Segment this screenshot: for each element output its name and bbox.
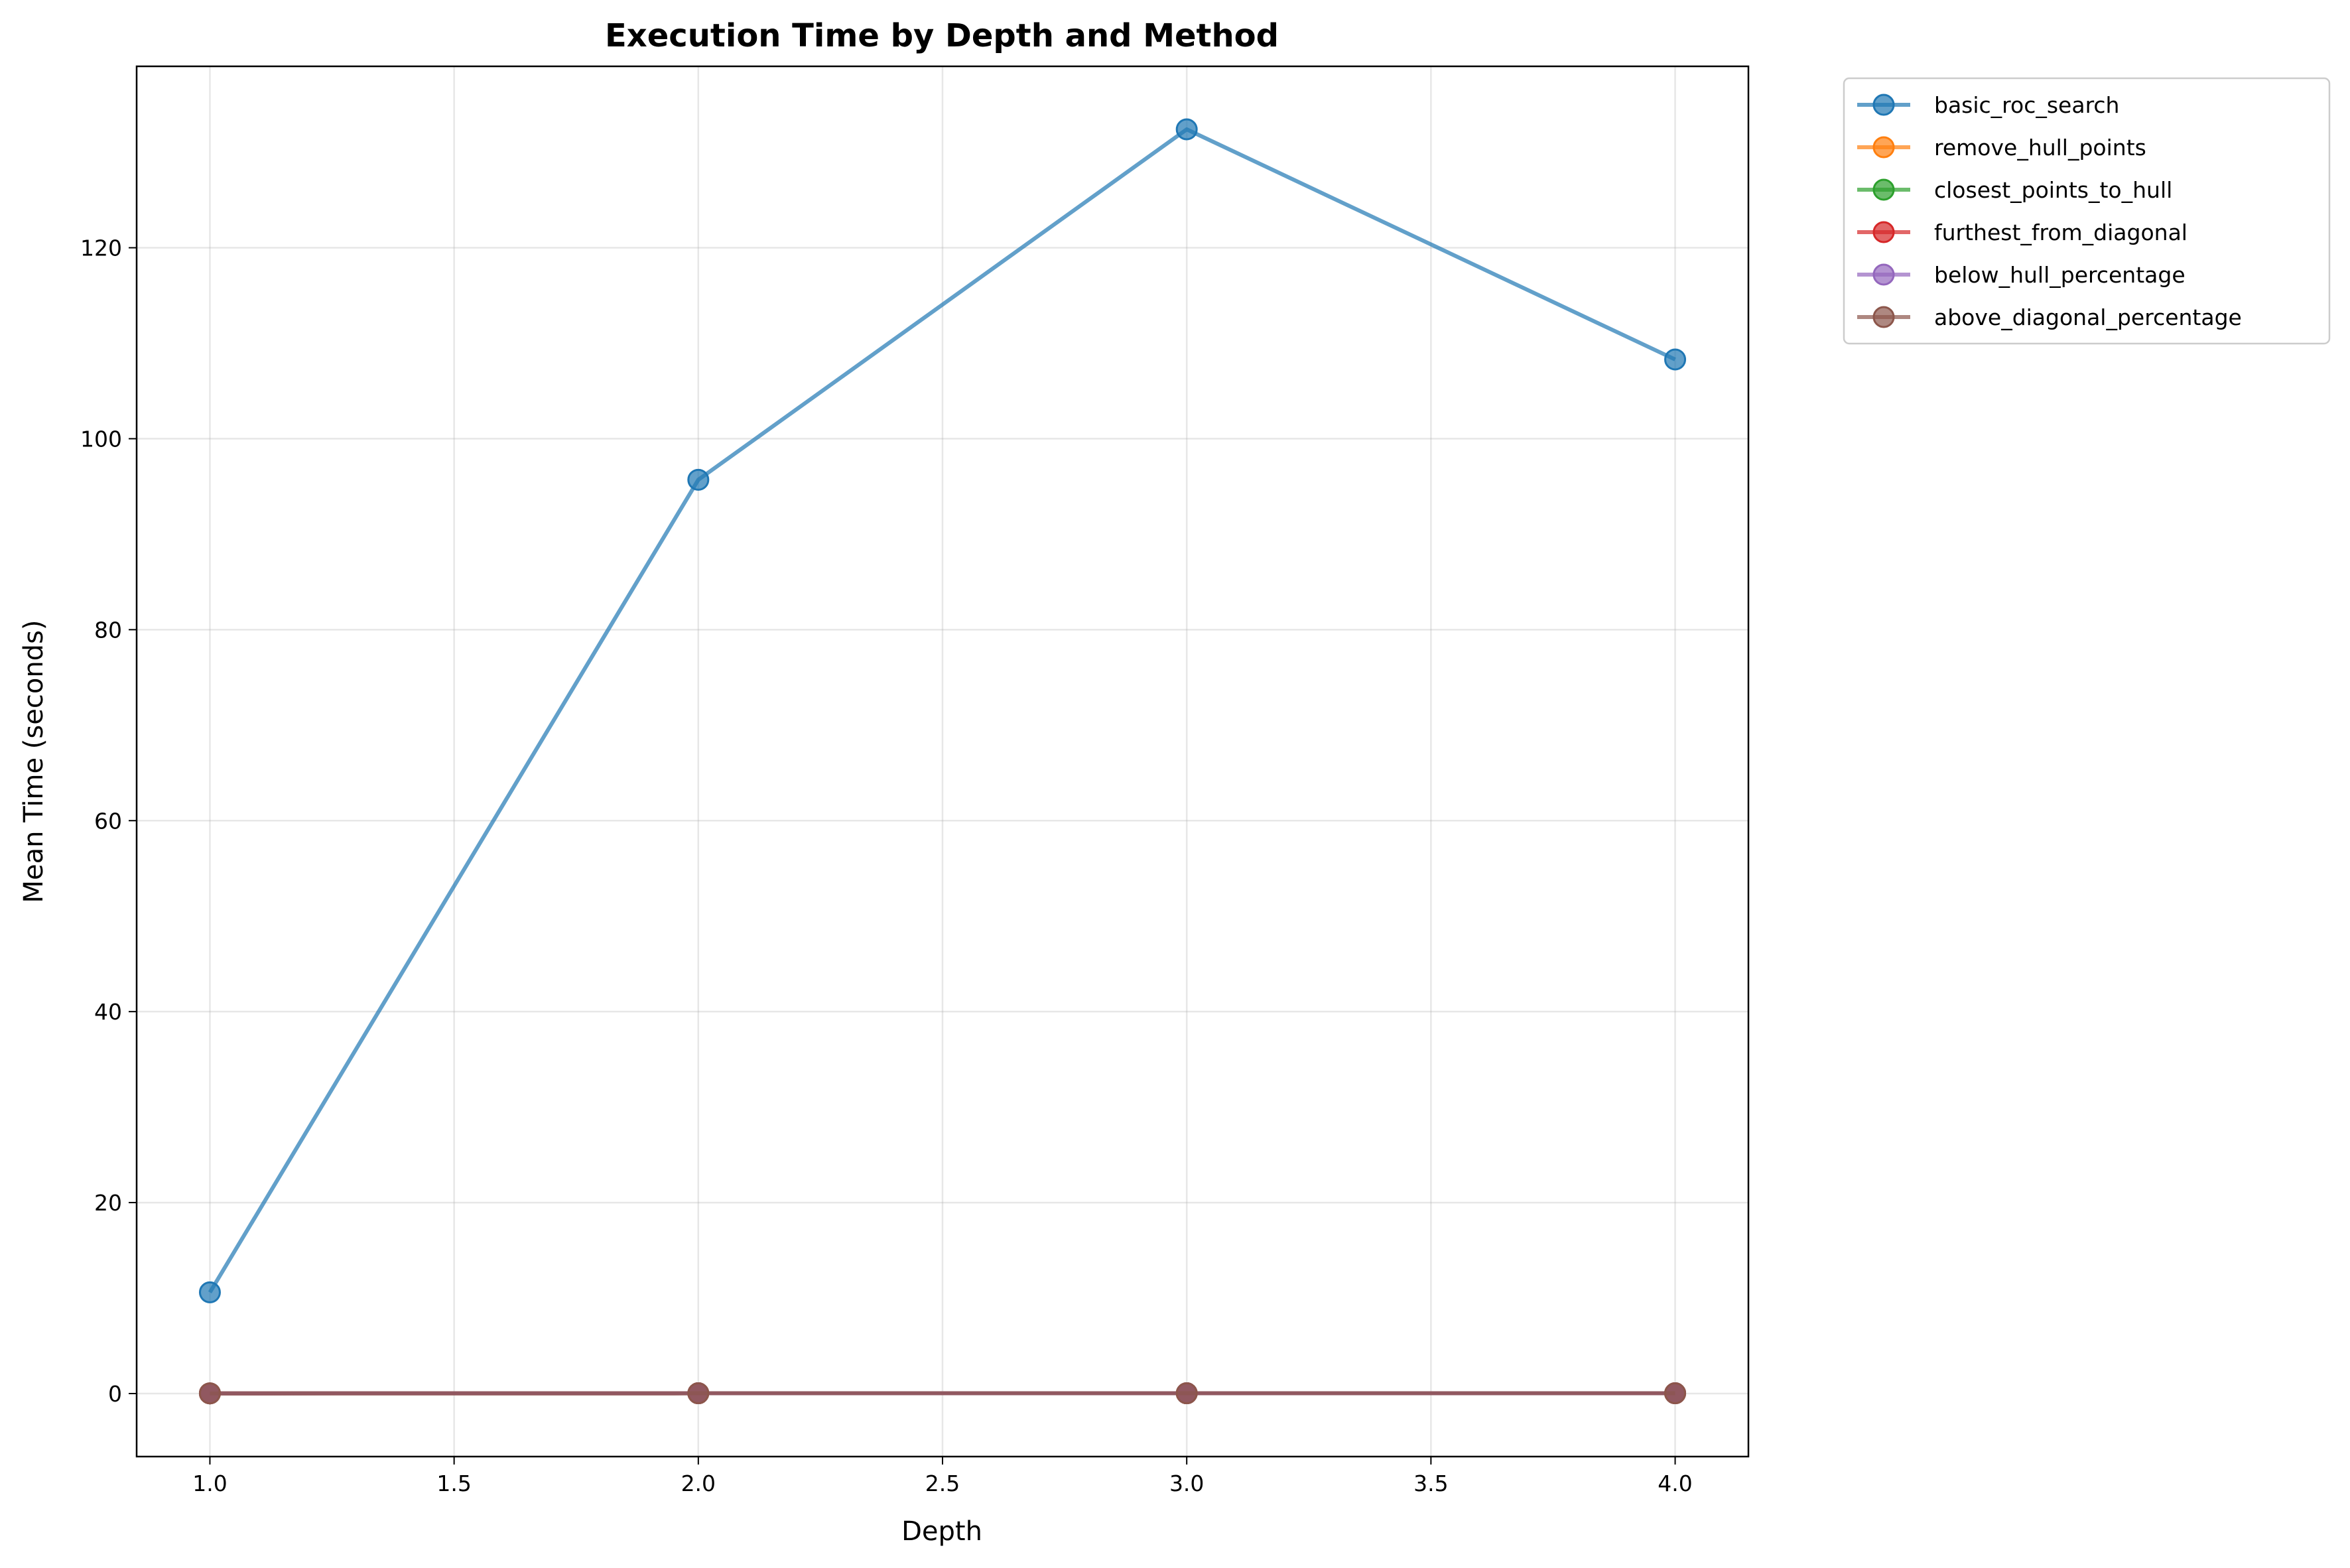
legend-marker (1872, 263, 1895, 286)
legend-label: closest_points_to_hull (1934, 177, 2172, 203)
y-tick-label: 20 (94, 1190, 122, 1216)
data-point (1664, 1382, 1687, 1405)
series-basic-roc-search (198, 118, 1687, 1303)
y-tick-label: 80 (94, 617, 122, 643)
legend-label: basic_roc_search (1934, 92, 2119, 118)
legend-marker (1872, 94, 1895, 116)
legend-label: above_diagonal_percentage (1934, 304, 2242, 330)
legend-label: remove_hull_points (1934, 135, 2146, 161)
x-tick-label: 1.5 (436, 1470, 471, 1496)
legend-item: basic_roc_search (1857, 92, 2119, 118)
data-point (687, 468, 710, 491)
series-layer (198, 118, 1687, 1405)
data-point (1175, 1382, 1198, 1405)
y-tick-label: 40 (94, 999, 122, 1025)
x-tick-label: 4.0 (1658, 1470, 1692, 1496)
y-axis-title: Mean Time (seconds) (19, 620, 49, 903)
legend-marker (1872, 221, 1895, 243)
y-tick-label: 100 (80, 426, 122, 452)
legend-item: above_diagonal_percentage (1857, 304, 2242, 330)
x-tick-label: 2.5 (925, 1470, 960, 1496)
legend-item: furthest_from_diagonal (1857, 220, 2187, 245)
legend-label: below_hull_percentage (1934, 262, 2186, 288)
data-point (687, 1382, 710, 1405)
chart-title: Execution Time by Depth and Method (605, 17, 1279, 54)
legend-item: below_hull_percentage (1857, 262, 2186, 288)
ticks: 1.0 1.5 2.0 2.5 3.0 3.5 4.0 0 20 40 60 80 100 120 (80, 235, 1693, 1496)
data-point (1175, 118, 1198, 141)
series-line (208, 127, 1676, 1293)
legend-item: remove_hull_points (1857, 135, 2146, 161)
y-tick-label: 60 (94, 808, 122, 834)
x-tick-label: 2.0 (681, 1470, 716, 1496)
legend-marker (1872, 136, 1895, 159)
y-tick-label: 120 (80, 235, 122, 261)
data-point (1664, 348, 1687, 371)
x-tick-label: 1.0 (192, 1470, 227, 1496)
y-tick-label: 0 (108, 1381, 122, 1407)
data-point (198, 1281, 221, 1303)
legend-marker (1872, 178, 1895, 201)
x-tick-label: 3.5 (1413, 1470, 1448, 1496)
legend-item: closest_points_to_hull (1857, 177, 2172, 203)
legend: basic_roc_search remove_hull_pointscloses… (1843, 77, 2331, 345)
x-tick-label: 3.0 (1169, 1470, 1204, 1496)
series-above-diagonal-percentage (198, 1382, 1687, 1405)
legend-frame (1843, 77, 2331, 345)
legend-marker (1872, 306, 1895, 328)
data-point (198, 1382, 221, 1405)
legend-label: furthest_from_diagonal (1934, 220, 2187, 245)
x-axis-title: Depth (901, 1516, 982, 1547)
